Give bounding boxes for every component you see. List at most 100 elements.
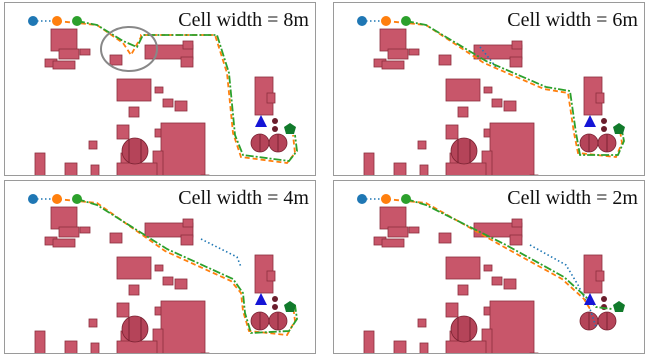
small-tank (272, 126, 278, 132)
panel-caption: Cell width = 4m (178, 187, 309, 209)
round-building (121, 315, 149, 343)
building-block (200, 174, 210, 175)
map-8m (28, 16, 298, 175)
building-block (438, 232, 452, 244)
building-block (595, 270, 605, 282)
start-marker (28, 194, 38, 204)
building-block (58, 48, 80, 60)
panel-cell-width-8m: Cell width = 8m (4, 2, 316, 176)
building-block (491, 276, 503, 286)
building-block (503, 278, 517, 290)
triangle-icon (255, 293, 267, 305)
small-tank (601, 296, 607, 302)
building-block (50, 206, 78, 230)
green-marker (401, 194, 411, 204)
building-block (116, 78, 152, 102)
building-block (34, 152, 46, 175)
building-block (109, 54, 123, 66)
round-building (121, 137, 149, 165)
pentagon-icon (284, 301, 296, 312)
small-tank (601, 118, 607, 124)
building-block (363, 330, 375, 353)
building-block (52, 60, 76, 70)
building-block (116, 256, 152, 280)
building-block (88, 318, 98, 328)
building-block (162, 276, 174, 286)
green-dashdot-path (405, 198, 613, 310)
green-dashdot-path (76, 198, 298, 334)
building-block (162, 98, 174, 108)
building-block (509, 56, 523, 68)
small-tank (272, 304, 278, 310)
blue-dotted-path (362, 198, 597, 328)
round-building (450, 137, 478, 165)
building-block (160, 300, 206, 353)
building-block (511, 40, 523, 50)
building-block (473, 44, 523, 60)
building-block (34, 330, 46, 353)
building-block (529, 352, 539, 353)
building-block (445, 124, 459, 140)
building-block (160, 122, 206, 175)
building-block (109, 232, 123, 244)
building-block (64, 340, 78, 353)
blue-dotted-path (33, 198, 242, 268)
map-2m (357, 194, 625, 353)
building-block (387, 48, 409, 60)
building-block (116, 340, 158, 353)
pentagon-icon (284, 123, 296, 134)
panel-caption: Cell width = 8m (178, 9, 309, 31)
building-block (445, 256, 481, 280)
building-block (419, 164, 429, 175)
building-block (457, 106, 469, 118)
building-block (363, 152, 375, 175)
green-marker (72, 194, 82, 204)
pentagon-icon (613, 301, 625, 312)
orange-marker (381, 194, 391, 204)
panel-caption: Cell width = 2m (507, 187, 638, 209)
building-block (154, 264, 164, 272)
green-marker (401, 16, 411, 26)
building-block (266, 270, 276, 282)
building-block (116, 302, 130, 318)
building-block (445, 162, 487, 175)
building-block (445, 302, 459, 318)
building-block (457, 284, 469, 296)
highlight-circle (100, 26, 158, 72)
building-block (154, 86, 164, 94)
building-block (79, 48, 91, 56)
start-marker (28, 16, 38, 26)
building-block (128, 106, 140, 118)
building-block (509, 234, 523, 246)
building-block (489, 300, 535, 353)
panel-cell-width-2m: Cell width = 2m (333, 180, 645, 354)
building-block (180, 56, 194, 68)
small-tank (272, 118, 278, 124)
small-tank (601, 126, 607, 132)
building-block (79, 226, 91, 234)
building-block (408, 226, 420, 234)
pentagon-icon (613, 123, 625, 134)
building-block (64, 162, 78, 175)
building-block (90, 164, 100, 175)
building-block (379, 206, 407, 230)
building-block (144, 222, 194, 238)
building-block (381, 238, 405, 248)
building-block (483, 86, 493, 94)
building-block (503, 100, 517, 112)
building-block (128, 284, 140, 296)
building-block (489, 122, 535, 175)
building-block (180, 234, 194, 246)
building-block (90, 342, 100, 353)
building-block (50, 28, 78, 52)
orange-dashed-path (56, 20, 296, 164)
building-block (387, 226, 409, 238)
building-block (529, 174, 539, 175)
triangle-icon (584, 293, 596, 305)
building-block (417, 140, 427, 150)
map-4m (28, 194, 298, 353)
building-block (379, 28, 407, 52)
building-block (511, 218, 523, 228)
building-block (174, 100, 188, 112)
building-block (88, 140, 98, 150)
